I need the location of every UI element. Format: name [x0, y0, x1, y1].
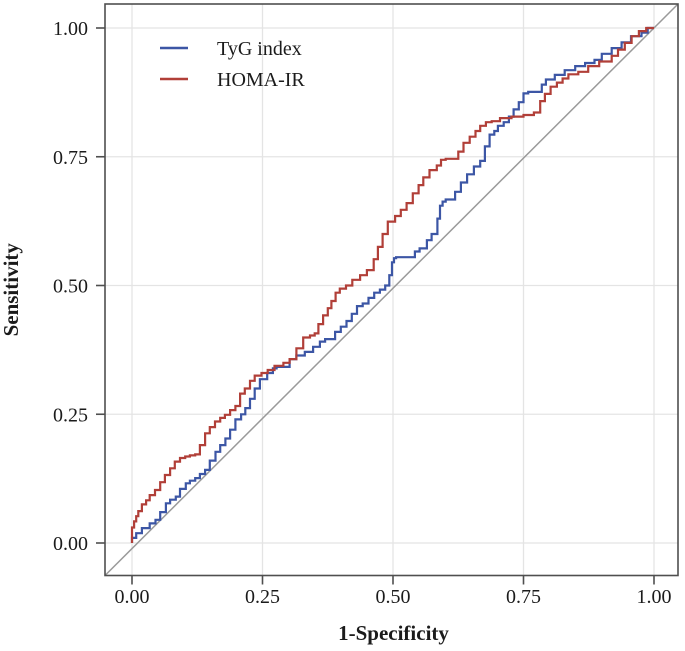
- x-axis-tick-label: 1.00: [637, 586, 672, 608]
- y-axis-tick-label: 0.25: [53, 404, 88, 426]
- y-axis-tick-label: 0.75: [53, 147, 88, 169]
- x-axis-tick-label: 0.25: [245, 586, 280, 608]
- y-axis-tick-label: 0.00: [53, 533, 88, 555]
- roc-curve-homa-ir: [130, 26, 654, 543]
- x-axis-tick-label: 0.75: [506, 586, 541, 608]
- legend-item-label: HOMA-IR: [217, 69, 305, 91]
- legend-item-label: TyG index: [217, 38, 302, 60]
- x-axis-tick-label: 0.00: [115, 586, 150, 608]
- plot-panel-border: [104, 3, 679, 577]
- reference-diagonal-line: [104, 3, 679, 577]
- y-axis-tick-label: 0.50: [53, 276, 88, 298]
- x-axis-tick-label: 0.50: [376, 586, 411, 608]
- y-axis-tick-label: 1.00: [53, 18, 88, 40]
- x-axis-title: 1-Specificity: [338, 621, 449, 645]
- y-axis-title: Sensitivity: [0, 243, 23, 337]
- roc-curve-tyg-index: [130, 26, 654, 543]
